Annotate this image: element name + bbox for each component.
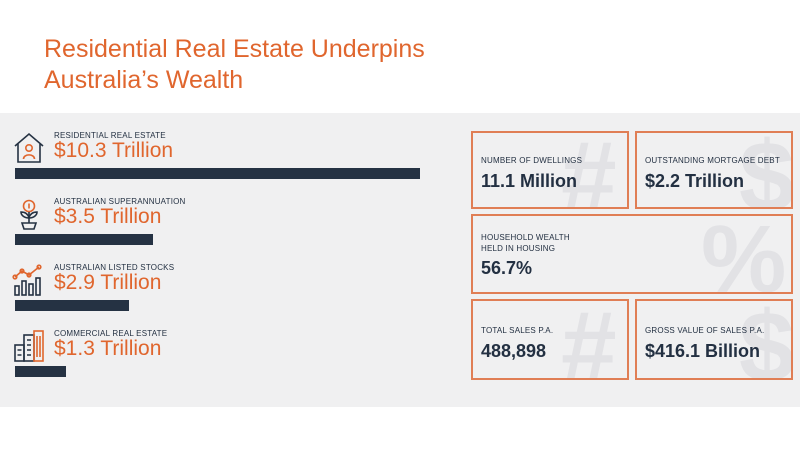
value-label: $1.3 Trillion [54, 337, 162, 360]
percent-watermark-icon: % [701, 214, 787, 294]
stat-label: OUTSTANDING MORTGAGE DEBT [645, 156, 780, 165]
hash-watermark-icon: # [561, 131, 617, 209]
stat-value: 11.1 Million [481, 171, 578, 191]
bar-australian-superannuation [15, 234, 153, 245]
house-person-icon [12, 131, 46, 165]
infographic-panel: RESIDENTIAL REAL ESTATE $10.3 Trillion A… [0, 113, 800, 407]
hash-watermark-icon: # [561, 299, 617, 380]
dollar-watermark-icon: $ [739, 299, 793, 380]
stat-number-of-dwellings: # NUMBER OF DWELLINGS 11.1 Million [471, 131, 629, 209]
value-label: $2.9 Trillion [54, 271, 162, 294]
stat-label: NUMBER OF DWELLINGS [481, 156, 583, 165]
stat-outstanding-mortgage-debt: $ OUTSTANDING MORTGAGE DEBT $2.2 Trillio… [635, 131, 793, 209]
stat-household-wealth-held-in-housing: % HOUSEHOLD WEALTH HELD IN HOUSING 56.7% [471, 214, 793, 294]
dollar-watermark-icon: $ [739, 131, 793, 209]
stat-label: HOUSEHOLD WEALTH HELD IN HOUSING [481, 233, 570, 253]
bar-residential-real-estate [15, 168, 420, 179]
growth-chart-icon [12, 263, 46, 297]
value-label: $10.3 Trillion [54, 139, 174, 162]
bar-commercial-real-estate [15, 366, 67, 377]
money-plant-icon [12, 197, 46, 231]
stat-gross-value-of-sales-pa: $ GROSS VALUE OF SALES P.A. $416.1 Billi… [635, 299, 793, 380]
title-line-1: Residential Real Estate Underpins [44, 35, 425, 63]
stat-value: 488,898 [481, 341, 547, 361]
category-label: COMMERCIAL REAL ESTATE [54, 329, 168, 338]
stat-total-sales-pa: # TOTAL SALES P.A. 488,898 [471, 299, 629, 380]
stat-value: 56.7% [481, 258, 533, 278]
stat-label: GROSS VALUE OF SALES P.A. [645, 326, 765, 335]
title-line-2: Australia’s Wealth [44, 66, 244, 94]
stat-label: TOTAL SALES P.A. [481, 326, 554, 335]
stat-value: $2.2 Trillion [645, 171, 745, 191]
category-label: RESIDENTIAL REAL ESTATE [54, 131, 166, 140]
category-label: AUSTRALIAN SUPERANNUATION [54, 197, 186, 206]
bar-australian-listed-stocks [15, 300, 130, 311]
stat-value: $416.1 Billion [645, 341, 761, 361]
page-title: Residential Real Estate Underpins Austra… [44, 34, 425, 96]
value-label: $3.5 Trillion [54, 205, 162, 228]
office-building-icon [12, 329, 46, 363]
category-label: AUSTRALIAN LISTED STOCKS [54, 263, 175, 272]
